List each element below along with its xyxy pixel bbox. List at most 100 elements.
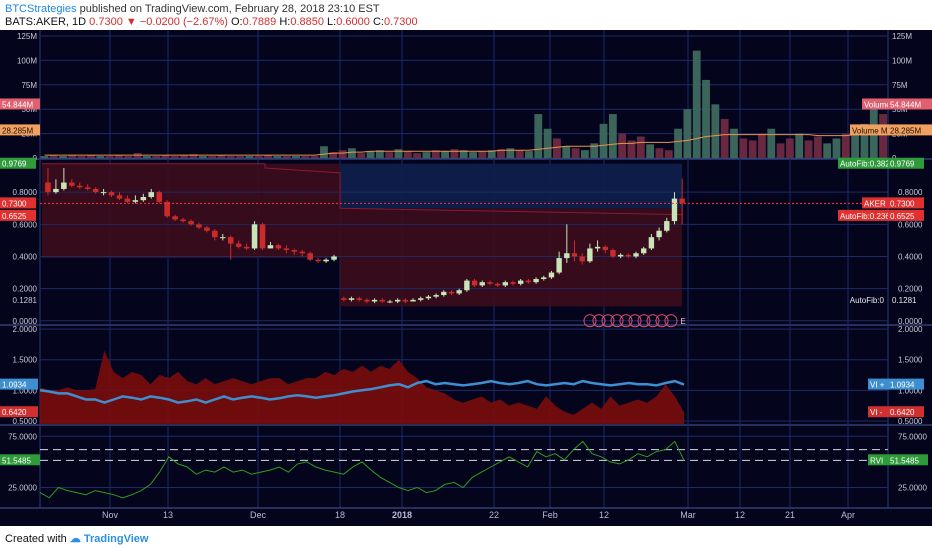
low-value: 0.6000 <box>336 16 370 28</box>
vi-plus-line <box>39 379 685 404</box>
volume-bar <box>49 155 58 158</box>
candle-body <box>267 245 274 249</box>
x-tick-label: Feb <box>542 510 558 520</box>
volume-bar <box>245 156 254 158</box>
fib236-badge-left: 0.6525 <box>2 212 27 221</box>
volume-bar <box>180 155 189 158</box>
chart-header: BTCStrategies published on TradingView.c… <box>0 0 932 30</box>
volume-badge-right: 54.844M <box>890 100 921 109</box>
close-label: C: <box>372 16 384 28</box>
candle-body <box>100 192 107 194</box>
author-link[interactable]: BTCStrategies <box>5 3 77 15</box>
candle-body <box>517 280 524 284</box>
tradingview-brand[interactable]: TradingView <box>83 533 149 545</box>
volume-bar <box>459 150 468 158</box>
candle-body <box>494 283 501 286</box>
last-badge-left: 0.7300 <box>2 199 27 208</box>
rvi-y-tick-left: 75.0000 <box>8 432 37 441</box>
last-badge-right-bg <box>888 197 924 209</box>
vi-plus-badge-right-bg <box>888 378 924 390</box>
candle-body <box>564 253 570 259</box>
volume-bar <box>664 150 673 158</box>
vi-minus-badge-right-bg <box>888 406 924 418</box>
volume-bar <box>580 150 589 158</box>
candle-body <box>387 301 393 303</box>
vol-y-tick-left: 100M <box>17 56 37 65</box>
candle-body <box>664 221 670 231</box>
volume-bar <box>823 143 832 158</box>
candle-body <box>212 230 218 238</box>
volume-bar <box>720 118 729 158</box>
candle-body <box>76 185 83 188</box>
open-value: 0.7889 <box>242 16 277 28</box>
candle-body <box>108 192 115 196</box>
price-y-tick-left: 0.4000 <box>13 252 38 261</box>
candle-body <box>625 254 632 257</box>
vol-y-tick-right: 125M <box>892 32 912 41</box>
fib382-badge-left: 0.9769 <box>2 160 27 169</box>
volume-bar <box>832 138 841 158</box>
volume-bar <box>310 156 319 158</box>
rvi-label-right-bg <box>868 454 888 466</box>
vi-minus-area <box>40 350 684 424</box>
aker-label-right: AKER <box>864 199 886 208</box>
volume-bar <box>804 140 813 158</box>
volume-bar <box>375 150 384 158</box>
volume-bar <box>674 128 682 158</box>
candle-body <box>220 237 226 239</box>
volume-bar <box>96 156 105 158</box>
low-label: L: <box>327 16 337 28</box>
candle-body <box>448 291 455 294</box>
volume-badge-right-bg <box>888 98 932 110</box>
candle-body <box>251 224 258 249</box>
vi-y-tick-right: 1.0000 <box>898 386 923 395</box>
candle-body <box>533 278 539 283</box>
volume-bar <box>851 128 860 158</box>
volume-bar <box>413 153 422 158</box>
price-y-tick-right: 0.4000 <box>898 252 923 261</box>
candle-body <box>180 219 186 222</box>
volume-bar <box>59 156 67 158</box>
chart-svg[interactable]: Nov 13 Dec 18 2018 22 Feb 12 Mar 12 21 Apr 125M 125M 1… <box>0 30 932 526</box>
candle-body <box>556 258 562 273</box>
volume-bar <box>124 156 133 158</box>
candle-body <box>196 224 202 228</box>
candle-body <box>356 298 362 300</box>
x-tick-label: Apr <box>841 510 855 520</box>
candle-body <box>679 198 685 204</box>
candle-body <box>548 272 555 278</box>
volume-bar <box>608 114 617 158</box>
publish-line: BTCStrategies published on TradingView.c… <box>5 3 380 15</box>
candle-body <box>92 188 99 193</box>
vi-minus-label-right: VI - <box>870 408 883 417</box>
volume-ma-line <box>44 129 884 156</box>
x-tick-label: 2018 <box>392 510 412 520</box>
candle-body <box>291 250 298 252</box>
close-value: 0.7300 <box>383 16 418 28</box>
fib236-badge-right: 0.6525 <box>890 212 915 221</box>
candle-body <box>348 298 355 300</box>
volume-bar <box>562 146 571 158</box>
fib0-label-left: 0.1281 <box>13 296 38 305</box>
volume-bar <box>422 152 431 158</box>
earnings-marker-icon <box>619 314 633 328</box>
vol-y-tick-left: 125M <box>17 32 37 41</box>
volume-bar <box>282 156 291 158</box>
volume-bar <box>385 152 394 158</box>
volume-bar <box>338 150 347 158</box>
volume-bar <box>478 151 487 158</box>
footer-line: Created with ☁ TradingView <box>5 532 148 545</box>
candle-body <box>502 282 509 286</box>
volume-bar <box>115 155 123 158</box>
volume-bar <box>450 149 459 158</box>
candle-body <box>45 182 51 193</box>
vi-y-tick-right: 1.5000 <box>898 356 923 365</box>
candle-body <box>602 246 608 251</box>
fib-zone-right <box>340 208 682 307</box>
rvi-line <box>39 440 685 499</box>
chart-area[interactable]: Nov 13 Dec 18 2018 22 Feb 12 Mar 12 21 Apr 125M 125M 1… <box>0 30 932 526</box>
candle-body <box>579 256 585 262</box>
vol-y-tick-left: 75M <box>21 81 37 90</box>
fib-boundary-line <box>42 163 683 216</box>
vi-minus-badge-left: 0.6420 <box>2 408 27 417</box>
